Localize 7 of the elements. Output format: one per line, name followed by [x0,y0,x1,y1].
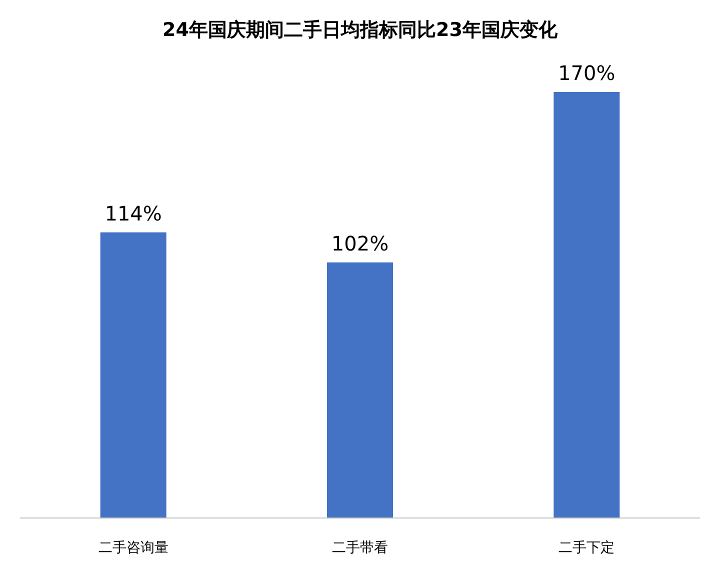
x-tick-label: 二手带看 [332,540,388,556]
x-tick-label: 二手下定 [558,540,615,556]
chart-title: 24年国庆期间二手日均指标同比23年国庆变化 [162,19,558,41]
data-label: 114% [104,201,162,226]
data-label: 170% [558,61,616,85]
x-tick-label: 二手咨询量 [98,540,168,556]
data-label: 102% [331,231,389,256]
